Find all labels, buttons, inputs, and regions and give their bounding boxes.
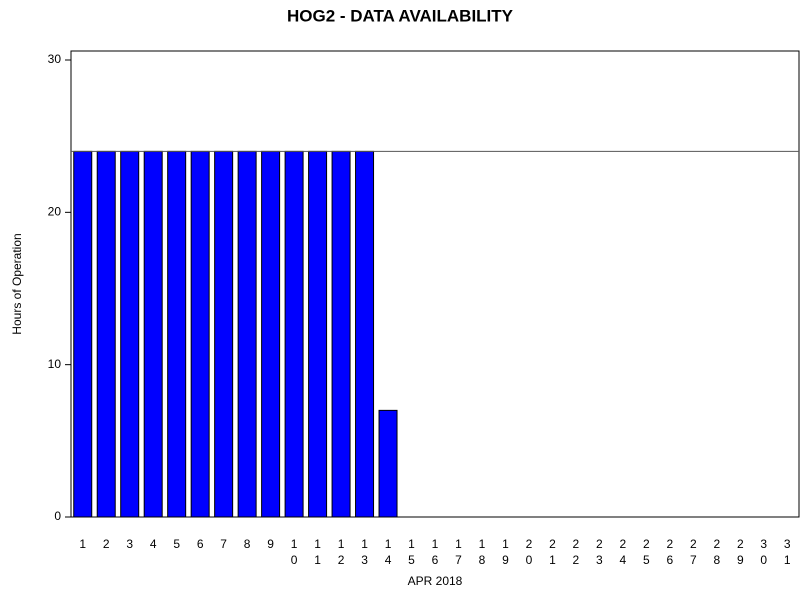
- y-axis-label: Hours of Operation: [10, 233, 24, 334]
- x-axis-label: APR 2018: [408, 574, 463, 588]
- y-tick-label: 30: [48, 52, 62, 66]
- bar: [308, 150, 328, 518]
- bar: [331, 150, 351, 518]
- bar: [378, 409, 398, 518]
- bar: [167, 150, 187, 518]
- plot-frame: [70, 50, 800, 518]
- x-tick-label: 3: [126, 537, 133, 551]
- bar: [355, 150, 375, 518]
- bar: [214, 150, 234, 518]
- x-tick-label: 1: [79, 537, 86, 551]
- y-tick-label: 0: [54, 509, 61, 523]
- bar: [120, 150, 140, 518]
- bar: [237, 150, 257, 518]
- x-tick-label: 7: [220, 537, 227, 551]
- bar: [73, 150, 93, 518]
- bar: [96, 150, 116, 518]
- x-tick-label: 2: [103, 537, 110, 551]
- bar: [190, 150, 210, 518]
- y-tick-label: 20: [48, 205, 62, 219]
- chart-title: HOG2 - DATA AVAILABILITY: [287, 6, 514, 25]
- x-tick-label: 8: [244, 537, 251, 551]
- bar: [284, 150, 304, 518]
- bar: [261, 150, 281, 518]
- y-tick-label: 10: [48, 357, 62, 371]
- x-tick-label: 5: [173, 537, 180, 551]
- bar: [143, 150, 163, 518]
- x-tick-label: 9: [267, 537, 274, 551]
- x-tick-label: 6: [197, 537, 204, 551]
- x-tick-label: 4: [150, 537, 157, 551]
